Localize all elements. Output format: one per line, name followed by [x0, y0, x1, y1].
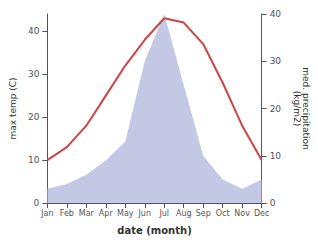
- svg-text:20: 20: [270, 104, 282, 114]
- svg-text:0: 0: [34, 198, 40, 208]
- svg-text:(kg/m2): (kg/m2): [292, 91, 302, 126]
- svg-text:Sep: Sep: [196, 209, 211, 218]
- svg-text:Aug: Aug: [176, 209, 192, 218]
- svg-text:20: 20: [28, 112, 40, 122]
- svg-text:10: 10: [28, 155, 40, 165]
- svg-text:date (month): date (month): [117, 225, 191, 236]
- svg-text:Jun: Jun: [138, 209, 152, 218]
- svg-text:Apr: Apr: [99, 209, 114, 218]
- svg-text:Dec: Dec: [254, 209, 269, 218]
- svg-text:40: 40: [28, 26, 40, 36]
- svg-text:max temp (C): max temp (C): [8, 77, 18, 139]
- svg-text:Feb: Feb: [60, 209, 74, 218]
- svg-text:40: 40: [270, 9, 282, 19]
- svg-text:10: 10: [270, 151, 282, 161]
- svg-text:Mar: Mar: [79, 209, 95, 218]
- svg-text:May: May: [117, 209, 134, 218]
- svg-text:30: 30: [28, 69, 40, 79]
- svg-text:Jul: Jul: [158, 209, 169, 218]
- svg-text:Jan: Jan: [40, 209, 53, 218]
- svg-text:Oct: Oct: [216, 209, 230, 218]
- svg-text:30: 30: [270, 56, 282, 66]
- svg-text:Nov: Nov: [234, 209, 250, 218]
- svg-text:med. precipitation: med. precipitation: [300, 67, 311, 150]
- svg-text:0: 0: [270, 198, 276, 208]
